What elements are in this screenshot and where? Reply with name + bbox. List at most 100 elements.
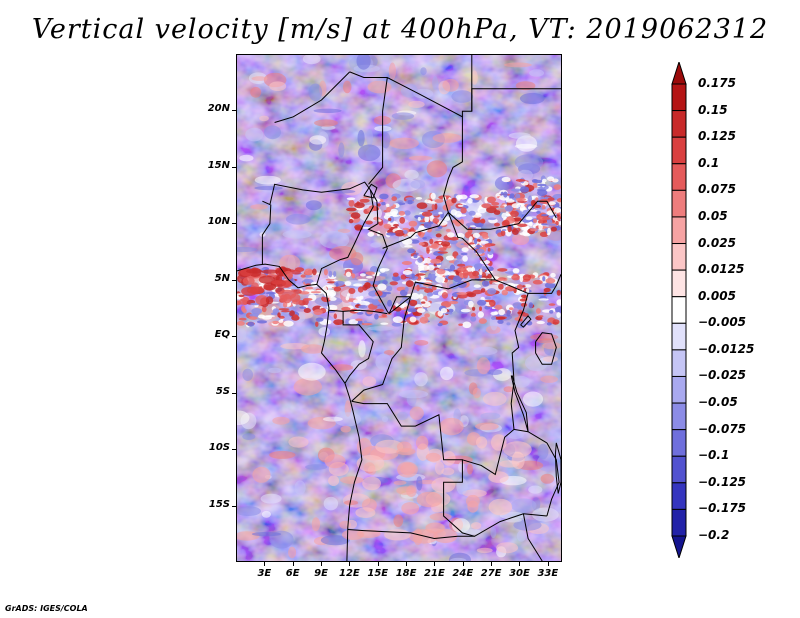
convective-cell	[519, 298, 527, 302]
downdraft-area	[528, 485, 543, 494]
convective-cell	[272, 308, 280, 315]
downdraft-area	[397, 411, 408, 421]
convective-cell	[504, 205, 514, 212]
downdraft-area	[268, 367, 282, 374]
convective-cell	[387, 299, 393, 307]
convective-cell	[475, 244, 482, 248]
strong-updraft	[258, 275, 276, 284]
updraft-area	[488, 498, 513, 516]
downdraft-area	[251, 531, 282, 537]
convective-cell	[303, 298, 313, 301]
colorbar-label: −0.2	[698, 528, 730, 542]
convective-cell	[385, 203, 390, 208]
strong-updraft	[282, 280, 292, 288]
downdraft-area	[245, 127, 264, 142]
downdraft-area	[260, 493, 282, 504]
colorbar-label: −0.005	[698, 315, 747, 330]
lon-tick	[491, 562, 493, 566]
updraft-area	[314, 119, 338, 127]
colorbar-label: −0.05	[698, 395, 738, 410]
convective-cell	[512, 302, 523, 309]
updraft-area	[462, 489, 487, 498]
convective-cell	[265, 291, 276, 295]
updraft-area	[482, 391, 507, 406]
downdraft-area	[529, 69, 545, 77]
colorbar-label: 0.175	[698, 76, 736, 90]
convective-cell	[509, 307, 514, 311]
lon-label-15e: 15E	[367, 568, 389, 579]
convective-cell	[438, 247, 447, 251]
updraft-area	[476, 436, 488, 449]
lon-label-9e: 9E	[314, 568, 328, 579]
updraft-area	[328, 475, 340, 487]
downdraft-area	[264, 125, 281, 140]
convective-cell	[346, 197, 356, 201]
updraft-area	[488, 471, 509, 483]
convective-cell	[515, 197, 526, 202]
updraft-area	[356, 455, 385, 472]
updraft-area	[339, 476, 364, 484]
convective-cell	[370, 284, 378, 288]
downdraft-area	[237, 410, 250, 426]
updraft-area	[499, 460, 520, 468]
lon-label-24e: 24E	[452, 568, 474, 579]
convective-cell	[422, 257, 432, 264]
downdraft-area	[514, 143, 538, 149]
convective-cell	[532, 279, 543, 285]
convective-cell	[512, 268, 520, 274]
lon-label-12e: 12E	[339, 568, 360, 579]
convective-cell	[479, 240, 489, 244]
downdraft-area	[320, 535, 350, 546]
convective-cell	[530, 199, 536, 207]
downdraft-area	[510, 498, 537, 513]
convective-cell	[445, 228, 451, 232]
downdraft-area	[547, 231, 561, 244]
downdraft-area	[522, 391, 544, 407]
convective-cell	[457, 204, 464, 207]
convective-cell	[417, 287, 428, 290]
convective-cell	[424, 277, 430, 280]
lon-tick	[349, 562, 351, 566]
convective-cell	[506, 322, 511, 326]
convective-cell	[530, 228, 538, 232]
convective-cell	[509, 283, 520, 287]
convective-cell	[444, 216, 451, 222]
convective-cell	[489, 299, 496, 307]
updraft-area	[471, 70, 478, 85]
convective-cell	[388, 217, 392, 222]
updraft-area	[433, 528, 458, 544]
convective-cell	[417, 216, 421, 221]
convective-cell	[300, 274, 306, 278]
updraft-area	[252, 466, 271, 483]
convective-cell	[359, 301, 370, 306]
colorbar-box	[671, 189, 687, 218]
strong-updraft	[291, 270, 301, 275]
colorbar-label: 0.05	[698, 208, 728, 223]
convective-cell	[457, 293, 468, 299]
updraft-area	[362, 376, 377, 387]
convective-cell	[407, 231, 417, 237]
convective-cell	[490, 316, 497, 320]
lat-tick	[232, 392, 236, 394]
convective-cell	[422, 237, 427, 240]
convective-cell	[466, 292, 477, 298]
convective-cell	[434, 229, 441, 231]
downdraft-area	[382, 416, 388, 423]
map-title: Vertical velocity [m/s] at 400hPa, VT: 2…	[31, 14, 769, 45]
downdraft-area	[420, 67, 427, 76]
convective-cell	[520, 294, 527, 298]
convective-cell	[557, 216, 561, 220]
convective-cell	[333, 319, 344, 325]
convective-cell	[458, 323, 463, 326]
updraft-area	[434, 461, 445, 475]
updraft-area	[426, 160, 448, 178]
downdraft-area	[356, 55, 371, 70]
convective-cell	[438, 211, 443, 215]
convective-cell	[469, 194, 480, 199]
convective-cell	[419, 220, 426, 223]
lat-tick	[232, 336, 236, 338]
convective-cell	[523, 284, 532, 288]
convective-cell	[467, 197, 473, 204]
lon-label-6e: 6E	[285, 568, 300, 579]
convective-cell	[536, 211, 541, 214]
